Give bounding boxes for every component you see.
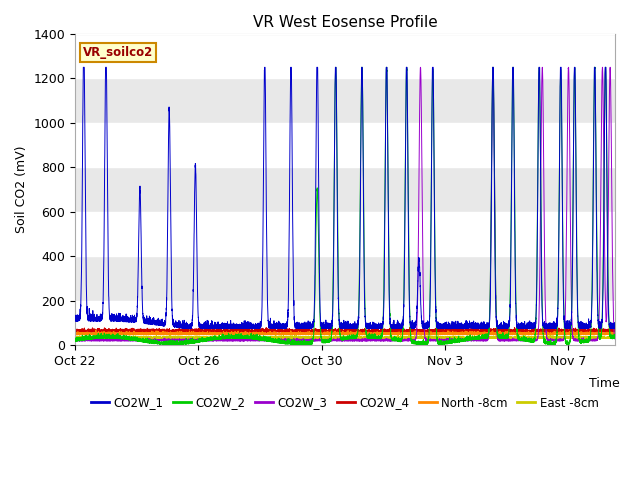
Legend: CO2W_1, CO2W_2, CO2W_3, CO2W_4, North -8cm, East -8cm: CO2W_1, CO2W_2, CO2W_3, CO2W_4, North -8… <box>86 392 604 414</box>
X-axis label: Time: Time <box>589 376 620 390</box>
Title: VR West Eosense Profile: VR West Eosense Profile <box>253 15 437 30</box>
Bar <box>75 301 615 346</box>
Bar <box>75 78 615 123</box>
Bar <box>75 34 615 78</box>
Bar <box>75 256 615 301</box>
Text: VR_soilco2: VR_soilco2 <box>83 46 154 59</box>
Bar <box>75 212 615 256</box>
Y-axis label: Soil CO2 (mV): Soil CO2 (mV) <box>15 146 28 233</box>
Bar <box>75 168 615 212</box>
Bar <box>75 123 615 168</box>
